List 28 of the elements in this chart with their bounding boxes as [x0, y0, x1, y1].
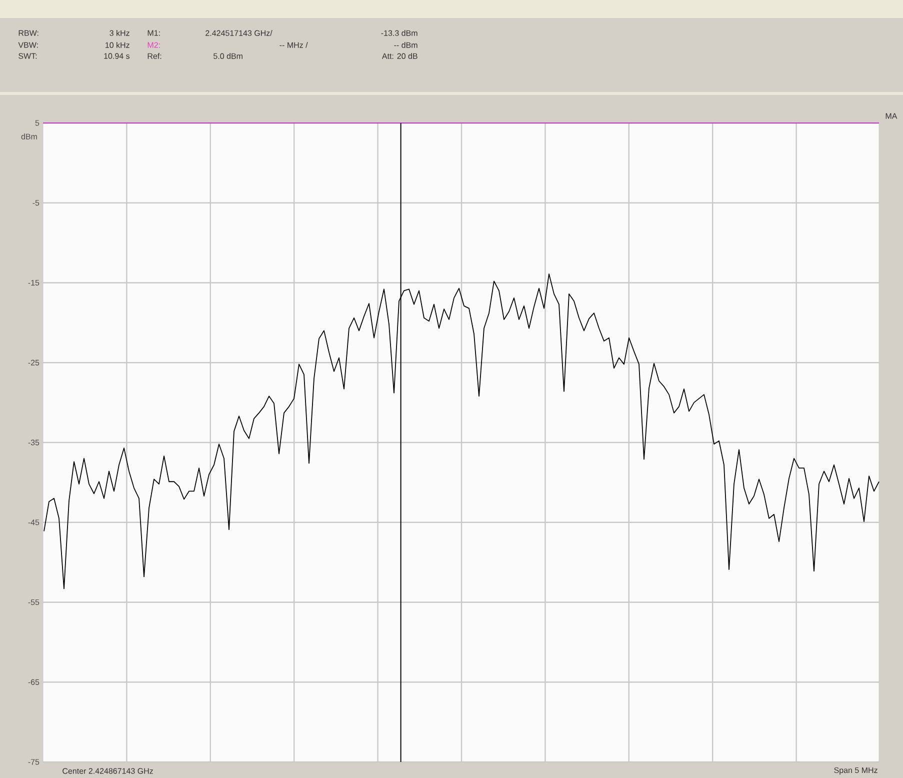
text: 10 kHz: [106, 42, 130, 48]
text: Center 2.424867143 GHz: [62, 768, 153, 774]
text: -13.3 dBm: [381, 30, 418, 36]
y-tick-label: -15: [28, 280, 40, 286]
y-tick-label: -45: [28, 520, 40, 526]
text: 3 kHz: [110, 30, 130, 36]
text: -- dBm: [394, 42, 418, 48]
text: RBW:: [18, 30, 38, 36]
text: 2.424517143 GHz/: [206, 30, 272, 36]
text: MA: [886, 113, 898, 119]
text: SWT:: [18, 53, 37, 59]
text: VBW:: [18, 42, 38, 48]
text: Span 5 MHz: [834, 767, 878, 775]
text: M1:: [148, 30, 160, 36]
y-tick-label: -5: [32, 200, 40, 206]
y-tick-label: 5: [35, 120, 40, 126]
y-axis-title: dBm: [21, 134, 37, 140]
text: M2:: [148, 42, 160, 48]
y-tick-label: -25: [28, 360, 40, 366]
text: Ref:: [148, 53, 162, 59]
y-tick-label: -35: [28, 440, 40, 446]
text: -- MHz /: [280, 42, 308, 48]
text: 10.94 s: [104, 53, 130, 59]
text: 5.0 dBm: [214, 53, 242, 59]
y-tick-label: -75: [28, 759, 40, 765]
text: Att: 20 dB: [382, 53, 418, 59]
y-tick-label: -65: [28, 679, 40, 685]
y-tick-label: -55: [28, 599, 40, 606]
